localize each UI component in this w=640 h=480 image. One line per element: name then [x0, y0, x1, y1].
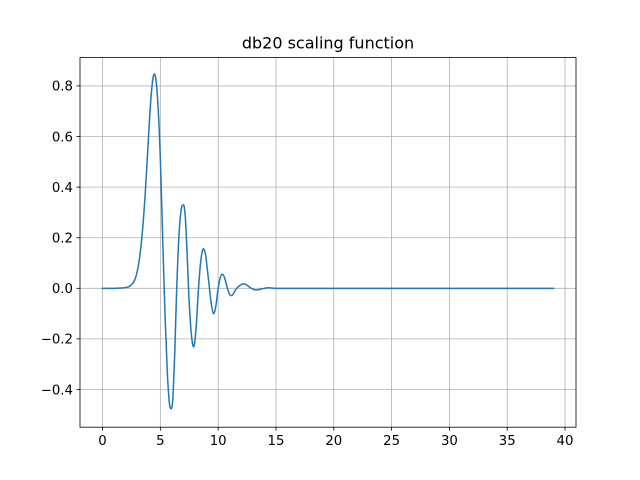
x-tick-label: 25	[383, 434, 400, 449]
y-tick-label: −0.2	[41, 333, 73, 348]
x-tick-label: 40	[557, 434, 574, 449]
ticks: 0 5 10 15 20 25 30 35 40 −0.4 −0.2 0.0 0.2 0.4 0.6 0.8	[41, 80, 574, 449]
x-tick-label: 35	[499, 434, 516, 449]
y-tick-label: 0.8	[52, 80, 73, 95]
x-tick-label: 5	[156, 434, 164, 449]
chart-title: db20 scaling function	[242, 34, 414, 53]
x-tick-label: 10	[210, 434, 227, 449]
y-tick-label: 0.6	[52, 130, 73, 145]
series-line	[101, 73, 555, 410]
y-tick-label: 0.0	[52, 282, 73, 297]
x-tick-label: 30	[441, 434, 458, 449]
y-tick-label: 0.4	[52, 181, 73, 196]
x-tick-label: 0	[98, 434, 106, 449]
x-tick-label: 20	[325, 434, 342, 449]
y-tick-label: 0.2	[52, 232, 73, 247]
y-tick-label: −0.4	[41, 383, 73, 398]
x-tick-label: 15	[268, 434, 285, 449]
axes-frame	[79, 57, 577, 428]
series-layer	[101, 73, 555, 410]
grid	[80, 57, 576, 428]
